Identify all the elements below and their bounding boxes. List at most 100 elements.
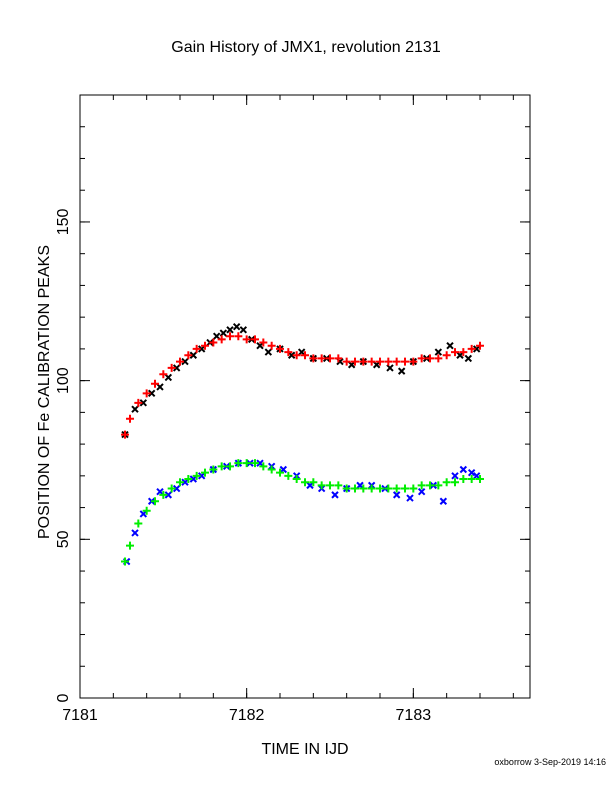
data-point: [156, 383, 164, 391]
data-point: [284, 471, 293, 480]
data-point: [139, 510, 148, 518]
data-point: [131, 405, 139, 413]
data-point: [456, 351, 464, 359]
data-point: [256, 459, 264, 467]
data-point: [317, 481, 326, 490]
data-point: [309, 354, 318, 363]
data-point: [167, 363, 176, 372]
series-1: [121, 332, 484, 439]
data-point: [126, 541, 134, 550]
data-point: [426, 354, 434, 363]
data-point: [126, 414, 134, 423]
data-point: [292, 475, 301, 484]
data-point: [356, 481, 364, 490]
data-point: [367, 484, 376, 493]
data-point: [212, 332, 221, 340]
data-point: [251, 335, 259, 344]
data-point: [334, 354, 343, 363]
data-point: [197, 345, 206, 353]
data-point: [409, 484, 418, 493]
data-point: [301, 351, 309, 360]
data-point: [372, 361, 381, 369]
data-point: [259, 462, 268, 471]
data-point: [172, 484, 181, 493]
data-point: [234, 459, 243, 468]
data-point: [384, 357, 393, 366]
data-point: [284, 348, 293, 357]
data-point: [392, 357, 401, 366]
data-point: [417, 481, 426, 490]
y-tick-label: 100: [55, 367, 72, 394]
data-point: [234, 332, 243, 341]
data-point: [226, 332, 234, 341]
data-point: [164, 373, 173, 382]
data-point: [434, 354, 443, 363]
data-point: [142, 506, 151, 515]
data-point: [334, 481, 343, 490]
data-point: [451, 472, 459, 480]
data-point: [176, 357, 184, 366]
data-point: [306, 481, 314, 490]
data-point: [472, 472, 481, 480]
data-point: [172, 364, 181, 372]
data-point: [134, 519, 143, 528]
data-point: [446, 342, 454, 350]
data-point: [434, 481, 443, 490]
data-point: [276, 344, 284, 353]
data-point: [251, 459, 259, 468]
y-axis-label: POSITION OF Fe CALIBRATION PEAKS: [36, 245, 53, 539]
data-point: [292, 351, 301, 360]
data-point: [121, 430, 129, 439]
y-tick-label: 150: [55, 209, 72, 236]
data-point: [342, 484, 351, 493]
data-point: [309, 478, 318, 487]
data-point: [397, 367, 406, 375]
data-point: [384, 484, 393, 493]
data-point: [259, 338, 268, 347]
data-point: [376, 357, 384, 366]
data-point: [139, 399, 148, 407]
chart-title: Gain History of JMX1, revolution 2131: [171, 39, 441, 56]
data-point: [134, 398, 143, 407]
y-tick-label: 0: [55, 693, 72, 702]
data-point: [159, 490, 168, 499]
data-point: [151, 497, 159, 506]
data-point: [406, 494, 414, 502]
data-point: [326, 481, 334, 490]
data-point: [201, 468, 209, 477]
data-point: [386, 364, 394, 372]
data-point: [351, 357, 359, 366]
data-point: [131, 529, 139, 537]
data-point: [376, 484, 384, 493]
plot-frame: [79, 94, 531, 699]
data-point: [267, 465, 276, 474]
data-point: [147, 389, 156, 398]
x-tick-label: 7181: [62, 707, 98, 724]
x-tick-label: 7182: [229, 707, 265, 724]
data-point: [164, 491, 173, 499]
data-point: [451, 478, 459, 487]
data-point: [267, 341, 276, 350]
data-point: [417, 354, 426, 363]
data-point: [459, 465, 468, 474]
data-point: [417, 488, 426, 496]
data-point: [181, 478, 189, 486]
data-point: [256, 342, 264, 350]
data-point: [439, 497, 448, 505]
data-point: [209, 465, 218, 474]
data-point: [464, 354, 473, 363]
data-point: [351, 484, 359, 493]
series-3: [121, 459, 484, 566]
data-point: [459, 348, 468, 357]
data-point: [276, 468, 284, 477]
data-point: [181, 357, 189, 366]
data-point: [184, 475, 193, 484]
data-point: [156, 488, 164, 496]
data-point: [459, 475, 468, 484]
series-0: [121, 322, 481, 439]
data-point: [359, 484, 368, 493]
axis-ticks: [79, 94, 530, 699]
data-point: [184, 351, 193, 360]
data-point: [467, 475, 476, 484]
